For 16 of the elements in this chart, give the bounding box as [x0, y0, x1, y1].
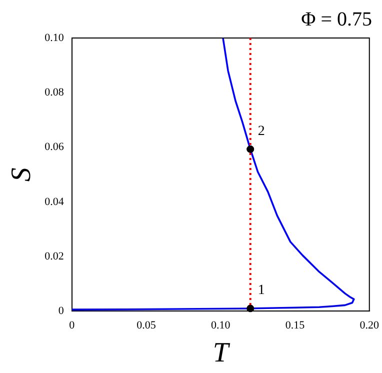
- y-tick-label: 0.08: [44, 86, 64, 99]
- x-tick-label: 0.10: [210, 320, 231, 332]
- y-tick-label: 0.06: [44, 141, 64, 154]
- y-tick-label: 0.04: [44, 196, 64, 208]
- x-tick-label: 0: [69, 320, 76, 332]
- x-axis-title: T: [212, 338, 231, 369]
- annotation: 1: [258, 283, 265, 298]
- y-tick-label: 0: [58, 305, 64, 318]
- y-tick-label: 0.02: [44, 250, 64, 262]
- x-tick-label: 0.15: [285, 320, 306, 332]
- x-tick-label: 0.20: [360, 320, 380, 332]
- y-axis-title: S: [6, 168, 38, 182]
- x-tick-label: 0.05: [136, 320, 156, 332]
- chart-title: Φ = 0.75: [301, 8, 372, 30]
- y-tick-label: 0.10: [44, 32, 64, 44]
- annotation: 2: [258, 124, 265, 139]
